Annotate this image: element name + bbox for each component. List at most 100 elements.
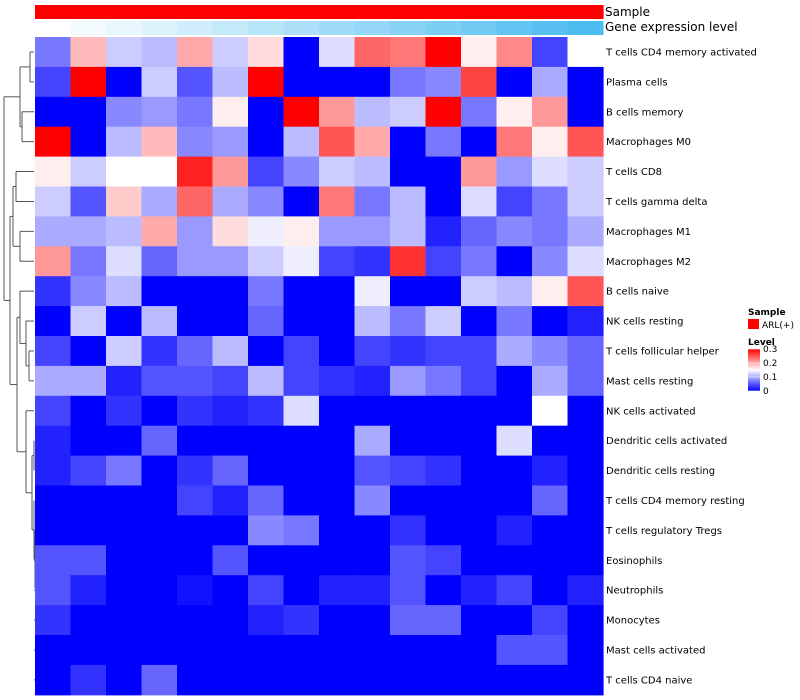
heatmap-cell [177, 545, 214, 576]
row-label: T cells regulatory Tregs [605, 526, 722, 537]
heatmap-cell [532, 395, 569, 427]
heatmap-cell [567, 156, 604, 188]
heatmap-cell [106, 246, 143, 277]
heatmap-cell [425, 306, 462, 337]
heatmap-cell [496, 336, 533, 367]
heatmap-cell [106, 455, 143, 487]
heatmap-cell [283, 66, 320, 98]
heatmap-cell [70, 156, 107, 188]
heatmap-cell [354, 336, 391, 367]
heatmap-cell [106, 515, 143, 546]
heatmap-cell [425, 664, 462, 696]
heatmap-cell [461, 246, 498, 277]
heatmap-cell [106, 395, 143, 427]
heatmap-cell [106, 664, 143, 696]
heatmap-cell [141, 216, 178, 247]
heatmap-cell [177, 575, 214, 606]
heatmap-cell [248, 186, 285, 217]
heatmap-cell [70, 575, 107, 606]
heatmap-cell [567, 246, 604, 277]
annotation-cell-0-1 [70, 5, 107, 19]
heatmap-cell [106, 126, 143, 158]
heatmap-cell [35, 216, 72, 247]
heatmap-cell [283, 37, 320, 68]
heatmap-cell [248, 575, 285, 606]
heatmap-cell [461, 635, 498, 666]
legend: Sample ARL(+) Level 0.3 0.2 0.1 0 [748, 308, 794, 397]
heatmap-cell [319, 216, 356, 247]
row-label: NK cells resting [606, 317, 683, 328]
heatmap-cell [425, 216, 462, 247]
annotation-cell-1-8 [319, 21, 356, 35]
heatmap-cell [248, 126, 285, 158]
heatmap-cell [532, 96, 569, 128]
heatmap-cell [567, 216, 604, 247]
annotation-cell-0-4 [177, 5, 214, 19]
legend-sample-label: ARL(+) [762, 321, 794, 331]
heatmap-cell [35, 306, 72, 337]
heatmap-cell [35, 246, 72, 277]
heatmap-cell [532, 306, 569, 337]
heatmap-cell [283, 635, 320, 666]
heatmap-cell [567, 635, 604, 666]
heatmap-cell [390, 37, 427, 68]
heatmap-cell [141, 605, 178, 636]
heatmap-cell [425, 635, 462, 666]
heatmap-cell [461, 545, 498, 576]
heatmap-cell [354, 156, 391, 188]
heatmap-cell [532, 635, 569, 666]
row-label: Mast cells resting [606, 376, 693, 387]
heatmap-cell [106, 156, 143, 188]
heatmap-cell [567, 485, 604, 516]
heatmap-cell [141, 425, 178, 457]
heatmap-cell [532, 186, 569, 217]
heatmap-cell [354, 66, 391, 98]
heatmap-cell [496, 186, 533, 217]
heatmap-cell [532, 545, 569, 576]
heatmap-cell [425, 425, 462, 457]
heatmap-cell [496, 425, 533, 457]
heatmap-cell [532, 216, 569, 247]
heatmap-cell [70, 664, 107, 696]
heatmap-cell [425, 455, 462, 487]
heatmap-cell [212, 515, 249, 546]
heatmap-cell [461, 575, 498, 606]
heatmap-cell [567, 575, 604, 606]
legend-level-ticks: 0.3 0.2 0.1 0 [748, 345, 777, 397]
heatmap-cell [354, 664, 391, 696]
heatmap-cell [319, 605, 356, 636]
heatmap-cell [496, 455, 533, 487]
annotation-cell-1-3 [141, 21, 178, 35]
row-label: T cells gamma delta [605, 197, 707, 208]
row-label: Macrophages M2 [606, 257, 691, 268]
heatmap-cell [390, 246, 427, 277]
column-annotation-bars [35, 5, 604, 35]
heatmap-cell [70, 635, 107, 666]
heatmap-cell [177, 605, 214, 636]
heatmap-cell [567, 395, 604, 427]
row-label: NK cells activated [606, 406, 696, 417]
heatmap-cell [35, 66, 72, 98]
heatmap-cell [390, 216, 427, 247]
heatmap-cell [70, 96, 107, 128]
heatmap-cell [532, 156, 569, 188]
heatmap-cell [461, 664, 498, 696]
heatmap-cell [425, 246, 462, 277]
heatmap-cells [35, 37, 604, 696]
heatmap-cell [461, 485, 498, 516]
heatmap-cell [212, 306, 249, 337]
annotation-cell-1-10 [390, 21, 427, 35]
heatmap-cell [354, 186, 391, 217]
heatmap-cell [425, 545, 462, 576]
heatmap-cell [70, 395, 107, 427]
heatmap-cell [212, 216, 249, 247]
heatmap-cell [70, 455, 107, 487]
heatmap-cell [248, 96, 285, 128]
heatmap-cell [390, 605, 427, 636]
heatmap-cell [496, 156, 533, 188]
heatmap-cell [354, 515, 391, 546]
heatmap-cell [177, 96, 214, 128]
heatmap-cell [177, 66, 214, 98]
heatmap-cell [532, 455, 569, 487]
heatmap-cell [496, 515, 533, 546]
